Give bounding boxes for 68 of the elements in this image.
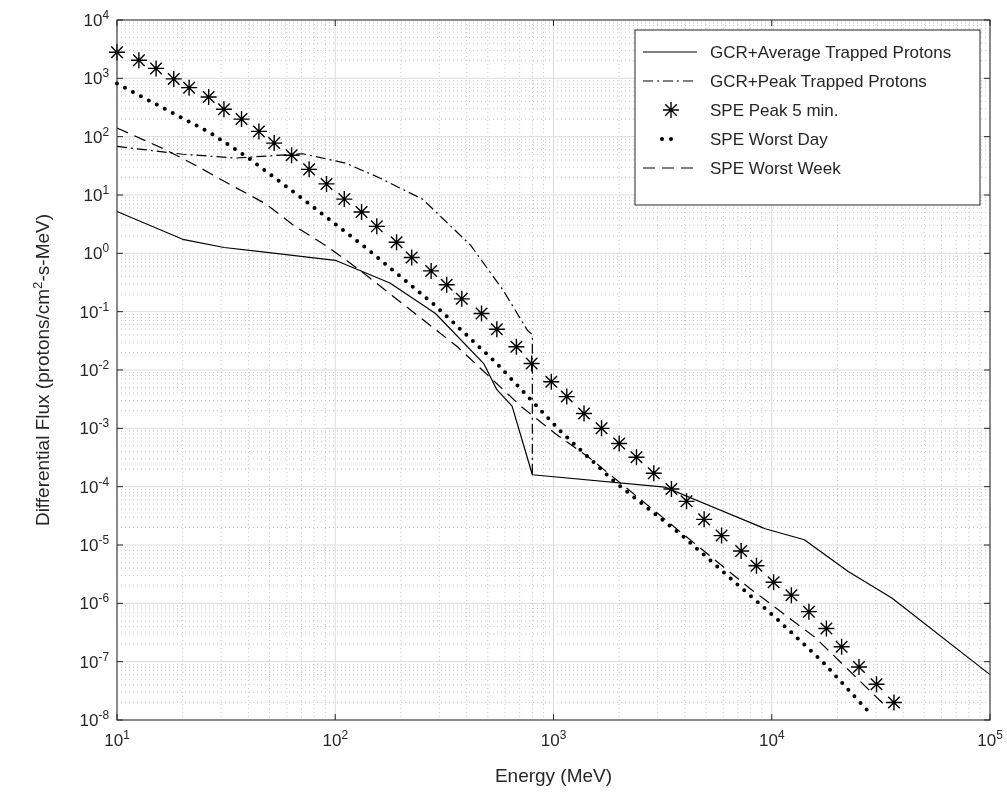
point <box>368 217 386 236</box>
y-tick-label: 10$^{-1}$ <box>79 299 110 322</box>
point <box>592 419 611 438</box>
point <box>522 354 541 373</box>
x-tick-label: 10$^{3}$ <box>540 728 567 750</box>
point <box>472 304 491 323</box>
point <box>712 526 731 545</box>
point <box>800 602 818 621</box>
point <box>130 51 148 69</box>
point <box>488 320 506 338</box>
point <box>265 134 283 152</box>
y-tick-label: 10$^{-6}$ <box>79 591 110 614</box>
point <box>645 464 663 482</box>
point <box>764 573 783 591</box>
point <box>867 675 886 693</box>
x-tick-label: 10$^{2}$ <box>322 728 349 750</box>
y-tick-label: 10$^{-8}$ <box>79 708 110 730</box>
point <box>402 248 421 267</box>
x-axis-title: Energy (MeV) <box>494 765 613 786</box>
x-tick-label: 10$^{1}$ <box>104 728 131 750</box>
point <box>317 175 336 193</box>
point <box>662 480 681 498</box>
point <box>180 78 198 97</box>
y-tick-label: 10$^{-2}$ <box>79 358 110 380</box>
point <box>282 146 301 165</box>
point <box>147 59 165 78</box>
point <box>610 434 628 453</box>
point <box>165 70 183 88</box>
point <box>507 338 526 356</box>
y-tick-label: 10$^{-7}$ <box>79 649 110 672</box>
y-tick-label: 10$^{2}$ <box>83 124 110 147</box>
y-tick-label: 10$^{-4}$ <box>79 474 110 497</box>
point <box>817 619 836 638</box>
y-tick-label: 10$^{-5}$ <box>79 533 110 555</box>
legend-label: SPE Peak 5 min. <box>710 101 839 120</box>
y-tick-label: 10$^{-3}$ <box>79 416 110 439</box>
point <box>558 387 576 406</box>
point <box>627 448 646 466</box>
point <box>422 262 440 280</box>
legend-label: GCR+Average Trapped Protons <box>710 43 952 62</box>
point <box>732 542 750 560</box>
x-tick-label: 10$^{4}$ <box>758 728 785 750</box>
point <box>885 693 903 712</box>
point <box>387 233 406 251</box>
y-tick-label: 10$^{1}$ <box>83 183 110 205</box>
point <box>695 510 713 529</box>
point <box>677 492 696 511</box>
legend-label: SPE Worst Week <box>710 159 842 178</box>
x-tick-label: 10$^{5}$ <box>977 728 1004 750</box>
y-tick-label: 10$^{4}$ <box>83 8 110 30</box>
point <box>747 557 766 575</box>
point <box>215 100 233 118</box>
legend-label: GCR+Peak Trapped Protons <box>710 72 927 91</box>
legend-label: SPE Worst Day <box>710 130 829 149</box>
point <box>352 203 371 221</box>
y-tick-label: 10$^{3}$ <box>83 66 110 89</box>
point <box>199 88 218 106</box>
point <box>250 122 268 141</box>
point <box>832 638 851 656</box>
point <box>300 160 318 179</box>
point <box>335 190 353 208</box>
point <box>850 658 868 676</box>
point <box>542 373 560 391</box>
point <box>575 404 593 423</box>
y-tick-label: 10$^{0}$ <box>83 241 110 264</box>
point <box>437 275 456 294</box>
point <box>782 586 801 604</box>
point <box>232 110 251 128</box>
